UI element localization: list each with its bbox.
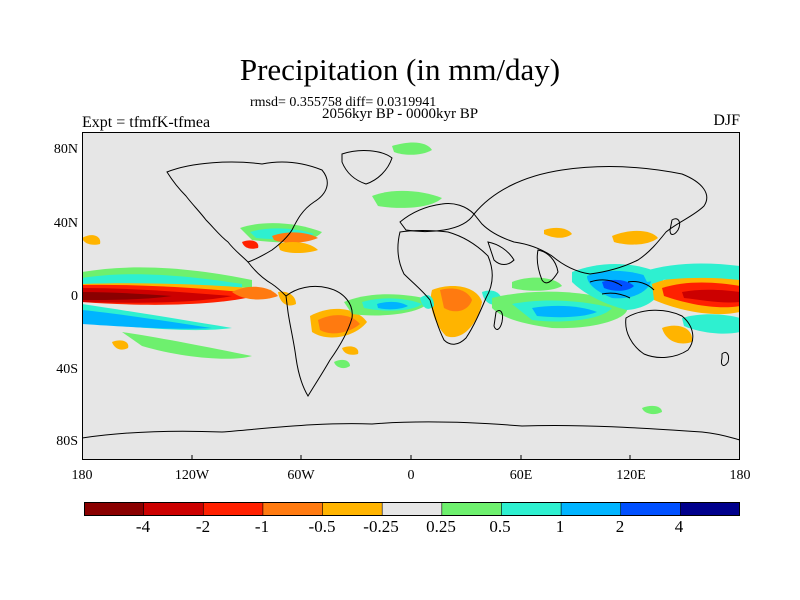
anomaly-dry-contour [342, 346, 359, 355]
anomaly-wet-contour [642, 263, 740, 282]
coastline-antarctica [82, 421, 740, 441]
colorbar-label: -1 [254, 517, 270, 536]
anomaly-wet-contour [82, 274, 242, 288]
colorbar-label: 0.25 [426, 517, 456, 536]
colorbar-swatch [501, 502, 562, 516]
anomaly-wet-contour [602, 279, 634, 291]
colorbar-swatch [262, 502, 324, 516]
x-tick-label: 120E [616, 468, 646, 483]
colorbar-swatch [441, 502, 503, 516]
colorbar-label: -0.5 [308, 517, 336, 536]
colorbar-label: -2 [195, 517, 211, 536]
plot-title: Precipitation (in mm/day) [239, 52, 561, 87]
colorbar-label: 4 [674, 517, 684, 536]
stats-label: rmsd= 0.355758 diff= 0.0319941 [250, 95, 437, 110]
colorbar-swatch [560, 502, 622, 516]
colorbar-swatch [84, 502, 145, 516]
anomaly-wet-contour [532, 305, 597, 318]
coastline-central-america [247, 261, 287, 297]
colorbar-swatch [620, 502, 682, 516]
y-tick-label: 80N [53, 142, 78, 157]
x-tick-label: 180 [729, 468, 751, 483]
coastline-japan [669, 218, 681, 235]
coastline-greenland [341, 150, 393, 185]
colorbar-label: 0.5 [489, 517, 511, 536]
colorbar [84, 502, 740, 516]
colorbar-swatch [381, 502, 443, 516]
coastline-africa [397, 230, 493, 345]
anomaly-wet-contour [82, 310, 212, 329]
map-frame [82, 132, 740, 460]
colorbar-label: -0.25 [363, 517, 399, 536]
x-tick-label: 0 [407, 468, 415, 483]
colorbar-swatch [680, 502, 740, 516]
anomaly-dry-contour [242, 240, 259, 249]
coastline-india [536, 249, 559, 284]
experiment-label: Expt = tfmfK-tfmea [82, 114, 211, 131]
anomaly-wet-contour [372, 190, 442, 208]
x-tick-label: 60W [287, 468, 315, 483]
colorbar-swatch [202, 502, 264, 516]
anomaly-dry-contour [82, 292, 172, 300]
coastlines [82, 150, 740, 441]
period-label: 2056kyr BP - 0000kyr BP [322, 106, 479, 122]
anomaly-wet-contour [642, 405, 662, 415]
anomaly-wet-contour [392, 142, 432, 155]
y-tick-label: 80S [56, 434, 78, 449]
precipitation-map [82, 132, 740, 460]
coastline-arabia [487, 241, 515, 265]
anomaly-dry-contour [82, 235, 101, 245]
coastline-new-zealand [721, 351, 729, 366]
x-tick-label: 120W [174, 468, 210, 483]
coastline-islands [589, 279, 655, 299]
anomaly-dry-contour [662, 325, 693, 344]
colorbar-label: -4 [135, 517, 151, 536]
anomaly-wet-contour [420, 295, 434, 309]
coastline-australia [625, 309, 694, 358]
colorbar-label: 2 [615, 517, 625, 536]
anomaly-dry-contour [318, 315, 360, 334]
colorbar-swatch [143, 502, 205, 516]
anomaly-dry-contour [544, 227, 572, 238]
anomaly-dry-contour [612, 230, 658, 245]
season-label: DJF [713, 112, 740, 129]
anomaly-dry-contour [232, 286, 278, 300]
colorbar-label: 1 [555, 517, 565, 536]
anomaly-wet-contour [377, 301, 408, 310]
y-tick-label: 0 [71, 289, 78, 304]
anomaly-wet-contour [512, 277, 562, 291]
x-tick-label: 180 [71, 468, 93, 483]
coastline-madagascar [493, 309, 503, 330]
colorbar-frame [84, 502, 740, 516]
anomaly-dry-contour [112, 340, 129, 350]
x-tick-label: 60E [509, 468, 533, 483]
colorbar-swatch [322, 502, 383, 516]
coastline-south-america [285, 285, 353, 397]
anomaly-wet-contour [122, 332, 252, 359]
anomaly-dry-contour [440, 288, 472, 312]
anomaly-dry-contour [682, 289, 740, 303]
anomaly-dry-contour [278, 242, 318, 253]
anomaly-dry-contour [278, 291, 296, 306]
y-tick-label: 40N [53, 216, 78, 231]
coastline-asia [473, 166, 708, 275]
anomaly-wet-contour [682, 314, 740, 334]
coastline-north-america [166, 161, 328, 263]
anomaly-shading [82, 142, 740, 415]
y-tick-label: 40S [56, 362, 78, 377]
anomaly-wet-contour [334, 359, 350, 369]
